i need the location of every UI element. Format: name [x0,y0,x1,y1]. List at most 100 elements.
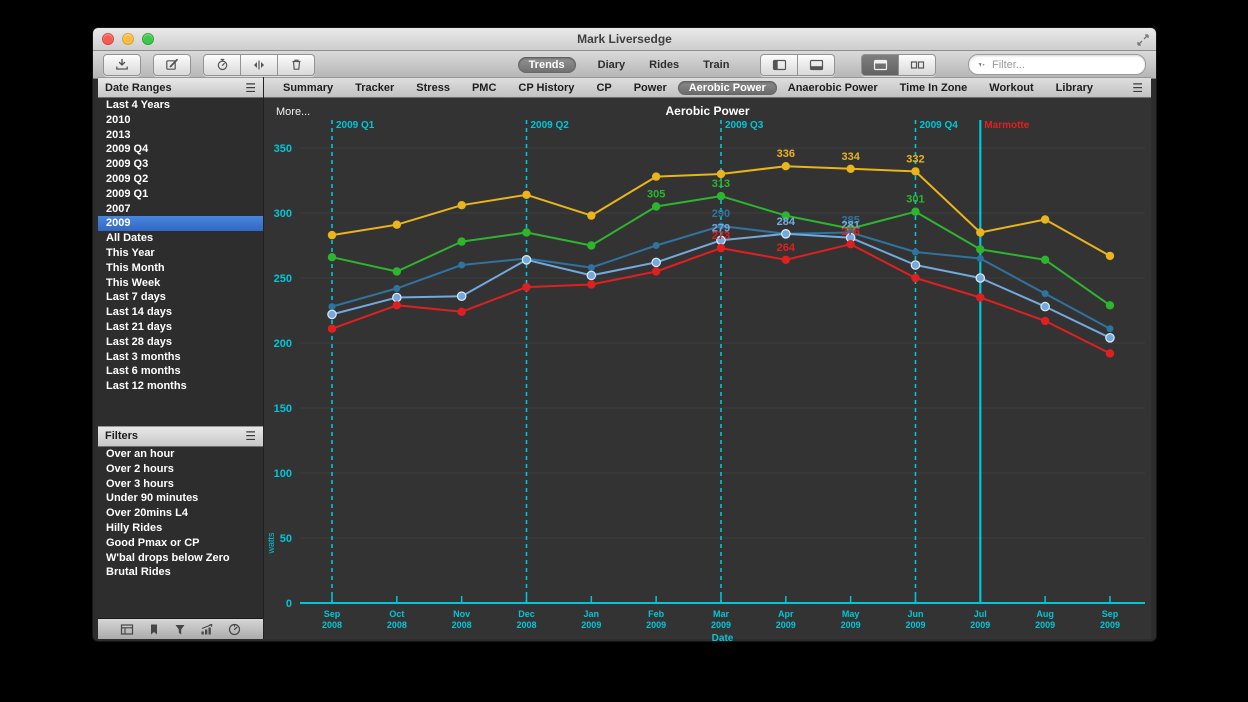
tab-anaerobic-power[interactable]: Anaerobic Power [787,81,878,94]
filter-search-field[interactable] [968,54,1146,75]
data-point-peak-power-dark-blue [393,284,401,292]
date-range-item-2013[interactable]: 2013 [106,128,131,141]
interval-button[interactable] [203,53,241,76]
x-tick-label-year: 2009 [776,620,796,630]
segment-diary[interactable]: Diary [597,58,626,71]
split-button[interactable] [241,53,278,76]
tab-pmc[interactable]: PMC [471,81,497,94]
data-point-peak-power-dark-blue [717,222,725,230]
y-tick-label-250: 250 [274,273,292,285]
data-point-peak-power-red [651,267,661,276]
event-label-2009-q2: 2009 Q2 [530,120,569,131]
x-tick-label-year: 2009 [1035,620,1055,630]
date-range-item-last-12-months[interactable]: Last 12 months [106,380,187,393]
x-tick-label-year: 2008 [387,620,407,630]
data-point-peak-power-green [976,245,985,254]
tab-stress[interactable]: Stress [416,81,450,94]
trends-chart-icon[interactable] [200,623,214,636]
filter-item-over-an-hour[interactable]: Over an hour [106,447,175,460]
tab-aerobic-power[interactable]: Aerobic Power [677,80,777,95]
date-range-item-last-7-days[interactable]: Last 7 days [106,291,166,304]
date-range-item-this-month[interactable]: This Month [106,261,165,274]
tab-workout[interactable]: Workout [989,81,1034,94]
tab-tracker[interactable]: Tracker [355,81,395,94]
x-tick-label-month: Aug [1036,609,1054,619]
more-link[interactable]: More... [276,106,311,118]
x-tick-label-month: Sep [324,609,341,619]
tiled-view-icon [873,59,887,70]
filter-item-brutal-rides[interactable]: Brutal Rides [106,566,171,579]
data-point-peak-power-yellow [1040,215,1050,224]
gauge-icon[interactable] [228,623,241,636]
edit-button[interactable] [153,53,191,76]
date-range-item-2010[interactable]: 2010 [106,113,131,126]
tab-summary[interactable]: Summary [283,81,334,94]
tab-time-in-zone[interactable]: Time In Zone [899,81,968,94]
data-point-peak-power-yellow [846,164,855,173]
filters-menu-icon[interactable]: ☰ [245,429,256,444]
bookmark-icon[interactable] [148,623,160,636]
date-range-item-2009-q1[interactable]: 2009 Q1 [106,187,149,200]
segment-trends[interactable]: Trends [517,56,576,73]
close-button[interactable] [102,33,114,45]
tab-cp-history[interactable]: CP History [518,81,575,94]
chart-tab-bar: Summary Tracker Stress PMC CP History CP Power… [264,77,1151,98]
point-label-peak-power-dark-blue: 290 [712,208,730,220]
aerobic-power-chart: 2009 Q1 2009 Q2 2009 Q3 2009 Q4 Marmotte 336 3… [266,120,1145,641]
tab-cp[interactable]: CP [596,81,612,94]
date-ranges-menu-icon[interactable]: ☰ [245,80,256,95]
date-ranges-list: Last 4 Years 2010 2013 2009 Q4 2009 Q3 2009 Q… [98,98,263,394]
date-range-item-last-3-months[interactable]: Last 3 months [106,350,181,363]
date-range-item-this-week[interactable]: This Week [106,276,161,289]
x-tick-label-year: 2008 [516,620,536,630]
data-point-peak-power-light-blue [781,229,791,239]
delete-button[interactable] [278,53,315,76]
segment-rides[interactable]: Rides [649,58,680,71]
filter-funnel-icon[interactable] [174,623,186,636]
summary-table-icon[interactable] [120,623,134,636]
tabbed-view-button[interactable] [899,53,936,76]
date-range-item-last-4-years[interactable]: Last 4 Years [106,99,171,111]
date-range-item-all-dates[interactable]: All Dates [106,232,154,245]
date-range-item-last-21-days[interactable]: Last 21 days [106,320,173,333]
download-button[interactable] [103,53,141,76]
tab-bar-menu-icon[interactable]: ☰ [1132,80,1143,95]
y-axis-title: watts [266,532,276,555]
filter-input[interactable] [990,57,1136,72]
minimize-button[interactable] [122,33,134,45]
filter-item-over-2-hours[interactable]: Over 2 hours [106,462,174,475]
filter-item-hilly-rides[interactable]: Hilly Rides [106,521,163,534]
title-bar[interactable]: Mark Liversedge [93,28,1156,51]
date-range-item-this-year[interactable]: This Year [106,246,155,259]
filter-item-over-3-hours[interactable]: Over 3 hours [106,477,174,490]
date-range-item-2007[interactable]: 2007 [106,202,131,215]
data-point-peak-power-yellow [392,220,402,229]
data-point-peak-power-yellow [457,201,466,210]
split-view-icon [254,60,264,69]
date-range-item-last-6-months[interactable]: Last 6 months [106,365,181,378]
data-point-peak-power-yellow [587,211,596,220]
sidebar-bottom-toolbar [98,618,263,639]
date-range-item-2009[interactable]: 2009 [98,216,263,232]
data-point-peak-power-light-blue [456,291,467,301]
filter-item-over-20mins-l4[interactable]: Over 20mins L4 [106,507,188,520]
tab-library[interactable]: Library [1055,81,1093,94]
data-point-peak-power-light-blue [327,309,337,320]
zoom-button[interactable] [142,33,154,45]
filter-item-good-pmax-or-cp[interactable]: Good Pmax or CP [106,536,200,549]
segment-train[interactable]: Train [703,58,730,71]
date-range-item-2009-q3[interactable]: 2009 Q3 [106,158,149,171]
data-point-peak-power-red [781,255,791,264]
sidebar-toggle-button[interactable] [760,53,798,76]
date-range-item-last-28-days[interactable]: Last 28 days [106,335,173,348]
date-range-item-2009-q2[interactable]: 2009 Q2 [106,172,149,185]
y-tick-label-300: 300 [274,208,292,220]
bottom-panel-button[interactable] [798,53,835,76]
date-range-item-2009-q4[interactable]: 2009 Q4 [106,143,149,156]
fullscreen-icon[interactable] [1137,33,1149,51]
filter-item-under-90-minutes[interactable]: Under 90 minutes [106,492,199,505]
tiled-view-button[interactable] [861,53,899,76]
date-range-item-last-14-days[interactable]: Last 14 days [106,306,173,319]
filter-item-w-bal-drops-below-zero[interactable]: W'bal drops below Zero [106,551,230,564]
tab-power[interactable]: Power [633,81,667,94]
